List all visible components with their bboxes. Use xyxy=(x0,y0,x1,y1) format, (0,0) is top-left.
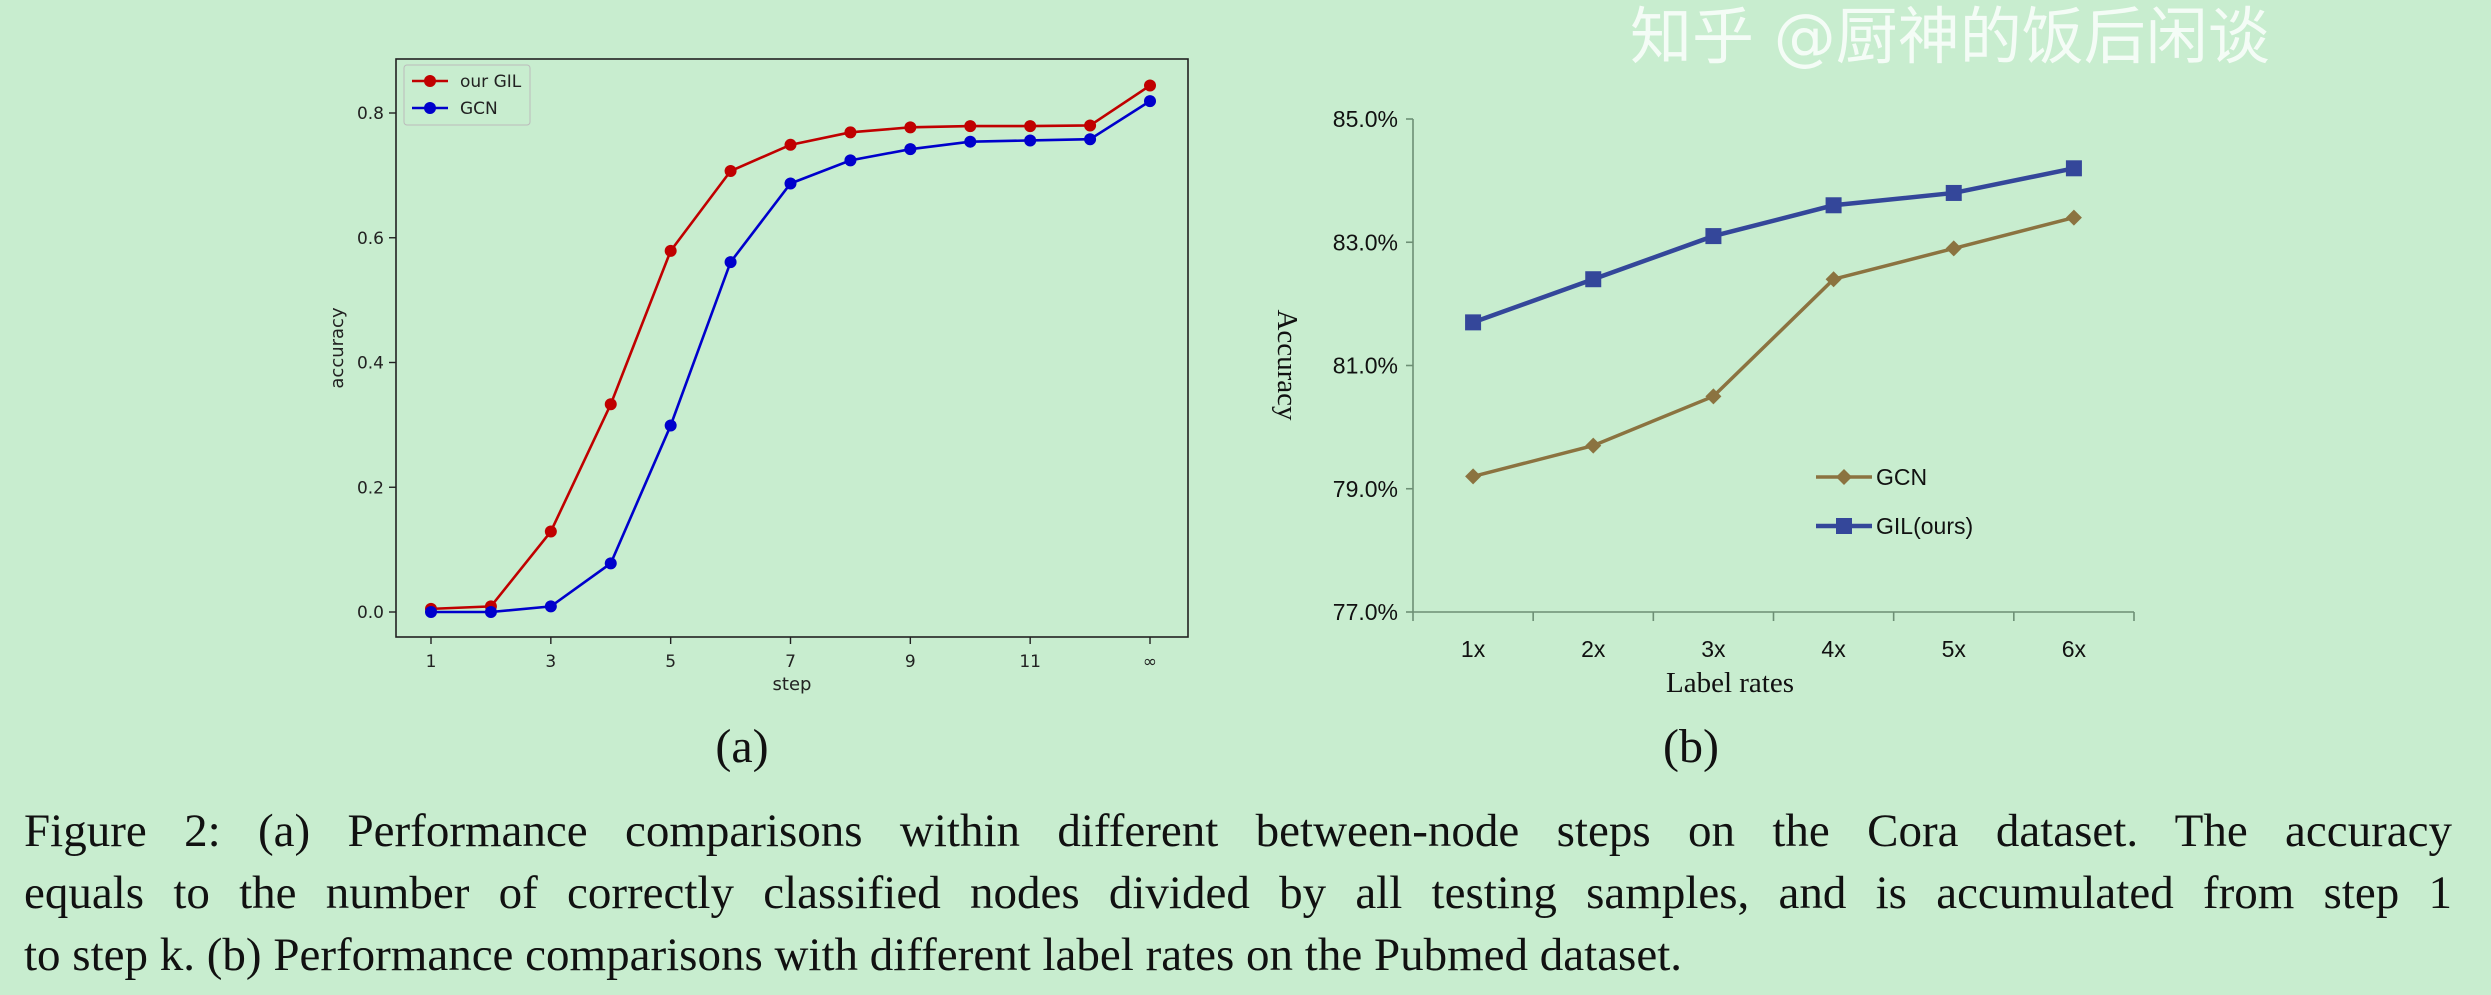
x-tick-label-a: 11 xyxy=(1019,652,1041,672)
data-point xyxy=(2065,209,2082,226)
data-point xyxy=(425,606,437,618)
y-tick-label-a: 0.2 xyxy=(357,478,384,498)
data-point xyxy=(1825,271,1842,288)
data-point xyxy=(1836,518,1852,534)
data-point xyxy=(544,525,557,538)
data-point xyxy=(1585,271,1602,288)
data-point xyxy=(1465,468,1482,485)
data-point xyxy=(1144,79,1156,92)
data-point xyxy=(1084,133,1097,146)
data-point xyxy=(1084,119,1097,132)
data-point xyxy=(2065,160,2082,177)
plot-frame-a xyxy=(395,58,1189,638)
series-line-our-gil xyxy=(430,84,1151,611)
data-point xyxy=(1705,388,1722,405)
x-tick-label-a: ∞ xyxy=(1143,652,1157,672)
legend-marker xyxy=(424,102,436,114)
x-tick-label-a: 9 xyxy=(905,652,916,672)
legend-marker xyxy=(424,75,436,87)
y-tick-label-a: 0.8 xyxy=(357,104,384,124)
data-point xyxy=(664,244,677,257)
caption-line-2: equals to the number of correctly classi… xyxy=(24,867,2452,919)
x-tick-label-a: 1 xyxy=(426,652,437,672)
x-tick-label-b: 6x xyxy=(2062,636,2087,662)
x-tick-label-b: 1x xyxy=(1461,636,1486,662)
y-tick-label-b: 83.0% xyxy=(1333,229,1398,255)
x-tick-label-b: 2x xyxy=(1581,636,1606,662)
data-point xyxy=(1836,469,1852,485)
x-tick-label-a: 5 xyxy=(665,652,676,672)
x-axis-label-a: step xyxy=(773,674,812,695)
x-tick-label-a: 3 xyxy=(545,652,556,672)
x-tick-label-a: 7 xyxy=(785,652,796,672)
data-point xyxy=(1585,437,1602,454)
data-point xyxy=(1705,228,1722,245)
data-point xyxy=(1144,95,1156,108)
series-line-gcn xyxy=(1472,215,2075,479)
data-point xyxy=(844,126,857,139)
data-point xyxy=(964,135,977,148)
y-tick-label-b: 77.0% xyxy=(1333,599,1398,625)
figure-caption: Figure 2: (a) Performance comparisons wi… xyxy=(24,800,2452,986)
panel-label-a: (a) xyxy=(715,720,768,773)
panel-label-b: (b) xyxy=(1663,720,1719,773)
data-point xyxy=(1024,120,1037,133)
y-tick-label-b: 85.0% xyxy=(1333,106,1398,132)
y-tick-label-a: 0.0 xyxy=(357,603,384,623)
legend-label: GCN xyxy=(1876,464,1927,490)
data-point xyxy=(1945,240,1962,257)
y-tick-label-b: 79.0% xyxy=(1333,476,1398,502)
data-point xyxy=(1825,197,1842,214)
data-point xyxy=(664,419,677,432)
legend-label: our GIL xyxy=(460,72,522,92)
y-axis-label-a: accuracy xyxy=(327,307,348,389)
caption-line-1: Figure 2: (a) Performance comparisons wi… xyxy=(24,805,2452,857)
x-axis-label-b: Label rates xyxy=(1666,667,1794,699)
watermark: 知乎 @厨神的饭后闲谈 xyxy=(1630,0,2270,73)
data-point xyxy=(844,154,857,167)
x-tick-label-b: 5x xyxy=(1942,636,1967,662)
data-point xyxy=(784,177,797,190)
data-point xyxy=(964,120,977,133)
data-point xyxy=(1465,314,1482,331)
series-line-gil-ours- xyxy=(1472,166,2075,325)
data-point xyxy=(544,600,557,613)
data-point xyxy=(604,557,617,570)
legend-label: GCN xyxy=(460,99,498,119)
data-point xyxy=(784,138,797,151)
y-axis-label-b: Accuracy xyxy=(1271,309,1303,421)
data-point xyxy=(1945,184,1962,201)
data-point xyxy=(904,143,917,156)
data-point xyxy=(904,121,917,134)
caption-line-3: to step k. (b) Performance comparisons w… xyxy=(24,929,1683,981)
data-point xyxy=(484,606,497,618)
data-point xyxy=(604,398,617,411)
legend-label: GIL(ours) xyxy=(1876,513,1973,539)
data-point xyxy=(724,165,737,178)
x-tick-label-b: 4x xyxy=(1821,636,1846,662)
y-tick-label-a: 0.4 xyxy=(357,354,384,374)
data-point xyxy=(724,256,737,269)
x-tick-label-b: 3x xyxy=(1701,636,1726,662)
data-point xyxy=(1024,134,1037,147)
y-tick-label-a: 0.6 xyxy=(357,229,384,249)
y-tick-label-b: 81.0% xyxy=(1333,353,1398,379)
